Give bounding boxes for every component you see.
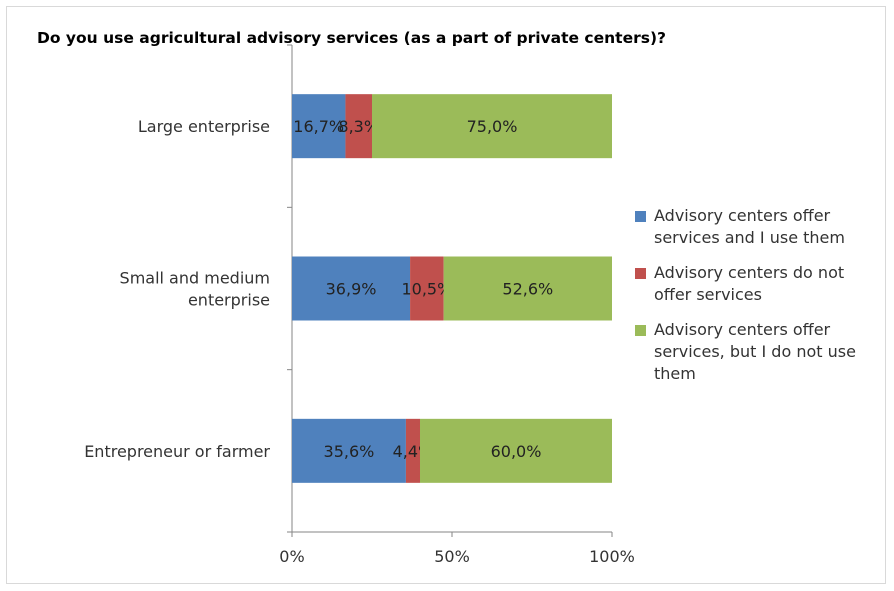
- bar-value-label: 10,5%: [401, 280, 452, 299]
- legend-swatch: [635, 325, 646, 336]
- bar-segment: [443, 256, 612, 321]
- chart-frame: Do you use agricultural advisory service…: [6, 6, 886, 584]
- bar-value-label: 60,0%: [491, 442, 542, 461]
- bar-segment: [405, 418, 420, 483]
- bar-segment: [292, 256, 411, 321]
- legend-label: Advisory centers offer services and I use…: [654, 206, 845, 247]
- bar-value-label: 36,9%: [326, 280, 377, 299]
- legend-item: Advisory centers offer services, but I do…: [635, 319, 885, 385]
- bar-value-label: 35,6%: [324, 442, 375, 461]
- value-tick-label: 50%: [434, 547, 470, 566]
- bar-segment: [292, 418, 406, 483]
- value-tick-label: 100%: [589, 547, 635, 566]
- bar-segment: [372, 94, 612, 159]
- legend-label: Advisory centers offer services, but I do…: [654, 320, 856, 383]
- legend-swatch: [635, 211, 646, 222]
- bar-value-label: 52,6%: [502, 280, 553, 299]
- legend-item: Advisory centers offer services and I use…: [635, 205, 885, 249]
- category-label: Small and medium enterprise: [120, 269, 270, 310]
- bar-segment: [420, 418, 612, 483]
- chart-legend: Advisory centers offer services and I use…: [635, 205, 885, 398]
- legend-item: Advisory centers do not offer services: [635, 262, 885, 306]
- category-label: Large enterprise: [138, 117, 270, 136]
- bar-value-label: 75,0%: [467, 117, 518, 136]
- category-label: Entrepreneur or farmer: [84, 442, 270, 461]
- bar-value-label: 8,3%: [338, 117, 379, 136]
- bar-segment: [410, 256, 444, 321]
- bar-value-label: 16,7%: [293, 117, 344, 136]
- chart-plot: 16,7%8,3% 75,0% Large enterprise 36,9% 10,5%…: [84, 44, 635, 566]
- chart-title: Do you use agricultural advisory service…: [37, 29, 667, 47]
- legend-swatch: [635, 268, 646, 279]
- bar-segment: [345, 94, 372, 159]
- value-tick-label: 0%: [279, 547, 304, 566]
- bar-segment: [292, 94, 346, 159]
- legend-label: Advisory centers do not offer services: [654, 263, 845, 304]
